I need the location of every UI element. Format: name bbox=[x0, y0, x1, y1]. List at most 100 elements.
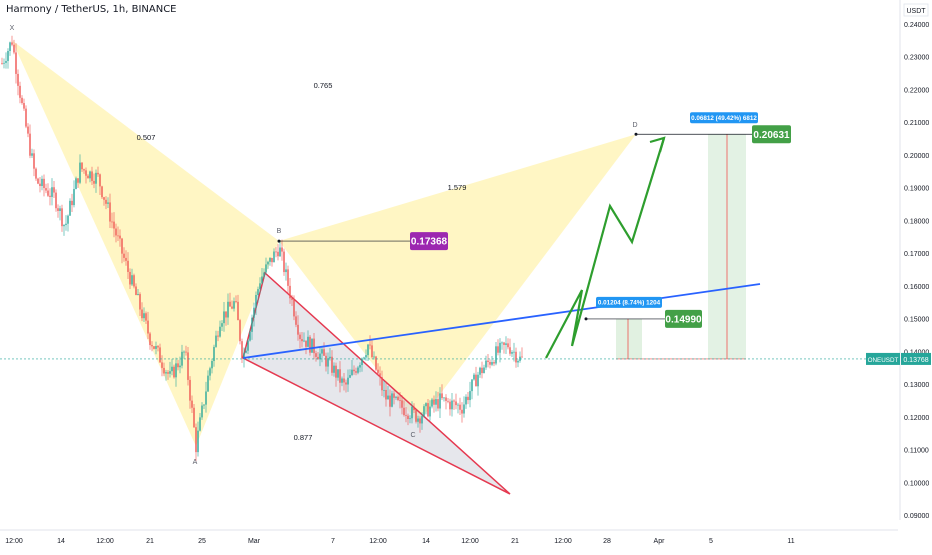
candle-body bbox=[141, 309, 143, 319]
candle-body bbox=[303, 340, 305, 342]
last-price-tag-bg bbox=[901, 352, 931, 365]
x-tick-label: 12:00 bbox=[5, 538, 23, 545]
candle-body bbox=[67, 215, 69, 224]
y-tick-label: 0.19000 bbox=[904, 186, 929, 193]
candle-body bbox=[23, 103, 25, 109]
candle-body bbox=[149, 333, 151, 346]
candle-body bbox=[471, 379, 473, 392]
candle-body bbox=[455, 401, 457, 406]
b-price-badge: 0.17368 bbox=[411, 237, 448, 248]
y-tick-label: 0.11000 bbox=[904, 448, 929, 455]
blue-trendline bbox=[242, 283, 761, 359]
candle-body bbox=[31, 153, 33, 156]
candle-body bbox=[205, 391, 207, 405]
candle-body bbox=[195, 427, 197, 453]
pattern-point-label: C bbox=[410, 432, 415, 439]
candle-body bbox=[521, 356, 523, 358]
candle-body bbox=[101, 186, 103, 198]
candle-body bbox=[153, 346, 155, 349]
candle-body bbox=[215, 335, 217, 347]
x-tick-label: 25 bbox=[198, 538, 206, 545]
candle-body bbox=[69, 200, 71, 216]
candle-body bbox=[485, 360, 487, 368]
candle-body bbox=[435, 399, 437, 405]
target1-level-dot bbox=[584, 317, 588, 321]
candle-body bbox=[85, 170, 87, 176]
candle-body bbox=[369, 344, 371, 346]
candle-body bbox=[511, 352, 513, 354]
ratio-label: 1.579 bbox=[448, 183, 467, 192]
candle-body bbox=[167, 372, 169, 374]
target1-price-badge: 0.14990 bbox=[665, 315, 702, 326]
candle-body bbox=[299, 334, 301, 340]
candle-body bbox=[477, 374, 479, 387]
candle-body bbox=[9, 42, 11, 51]
candle-body bbox=[161, 362, 163, 368]
target1-info-label-bg bbox=[596, 296, 662, 308]
candle-body bbox=[83, 169, 85, 171]
candle-body bbox=[399, 399, 401, 401]
candle-body bbox=[65, 223, 67, 225]
candle-body bbox=[491, 362, 493, 365]
candle-body bbox=[87, 175, 89, 179]
y-tick-label: 0.12000 bbox=[904, 415, 929, 422]
candle-body bbox=[61, 208, 63, 227]
ratio-label: 0.507 bbox=[137, 133, 156, 142]
candle-body bbox=[367, 344, 369, 356]
candle-body bbox=[55, 192, 57, 209]
candle-body bbox=[331, 356, 333, 373]
candle-body bbox=[409, 418, 411, 420]
candle-body bbox=[507, 343, 509, 348]
candle-body bbox=[19, 85, 21, 98]
candle-body bbox=[351, 369, 353, 376]
candle-body bbox=[275, 251, 277, 253]
candle-body bbox=[403, 407, 405, 416]
candle-body bbox=[437, 399, 439, 409]
b-level-dot bbox=[277, 239, 281, 243]
candle-body bbox=[289, 285, 291, 299]
y-tick-label: 0.20000 bbox=[904, 153, 929, 160]
candle-body bbox=[459, 404, 461, 410]
y-tick-label: 0.18000 bbox=[904, 218, 929, 225]
candle-body bbox=[103, 197, 105, 200]
candle-body bbox=[293, 299, 295, 317]
candle-body bbox=[449, 401, 451, 410]
pattern-point-label: D bbox=[632, 122, 637, 129]
candle-body bbox=[199, 417, 201, 431]
candle-body bbox=[377, 369, 379, 374]
target2-price-badge: 0.20631 bbox=[753, 130, 790, 141]
candle-body bbox=[231, 306, 233, 309]
x-tick-label: 12:00 bbox=[96, 538, 114, 545]
candle-body bbox=[221, 323, 223, 327]
x-tick-label: 12:00 bbox=[461, 538, 479, 545]
candle-body bbox=[415, 410, 417, 422]
candle-body bbox=[345, 382, 347, 385]
candle-body bbox=[291, 298, 293, 300]
candle-body bbox=[237, 301, 239, 321]
candle-body bbox=[11, 42, 13, 45]
candle-body bbox=[113, 221, 115, 229]
candle-body bbox=[1, 63, 3, 65]
candle-body bbox=[305, 340, 307, 347]
symbol-tag-bg[interactable] bbox=[866, 352, 900, 365]
candle-body bbox=[401, 400, 403, 408]
candle-body bbox=[165, 372, 167, 374]
candle-body bbox=[17, 73, 19, 86]
candle-body bbox=[411, 406, 413, 419]
candle-body bbox=[169, 371, 171, 374]
candle-body bbox=[137, 294, 139, 296]
ratio-label: 0.877 bbox=[294, 433, 313, 442]
candle-body bbox=[279, 247, 281, 257]
currency-box bbox=[903, 3, 929, 17]
candle-body bbox=[15, 52, 17, 74]
candle-body bbox=[135, 286, 137, 296]
x-tick-label: 21 bbox=[146, 538, 154, 545]
ratio-label: 0.765 bbox=[314, 81, 333, 90]
candle-body bbox=[119, 235, 121, 239]
candle-body bbox=[469, 391, 471, 401]
candle-body bbox=[131, 275, 133, 285]
y-tick-label: 0.14000 bbox=[904, 349, 929, 356]
candle-body bbox=[333, 365, 335, 373]
